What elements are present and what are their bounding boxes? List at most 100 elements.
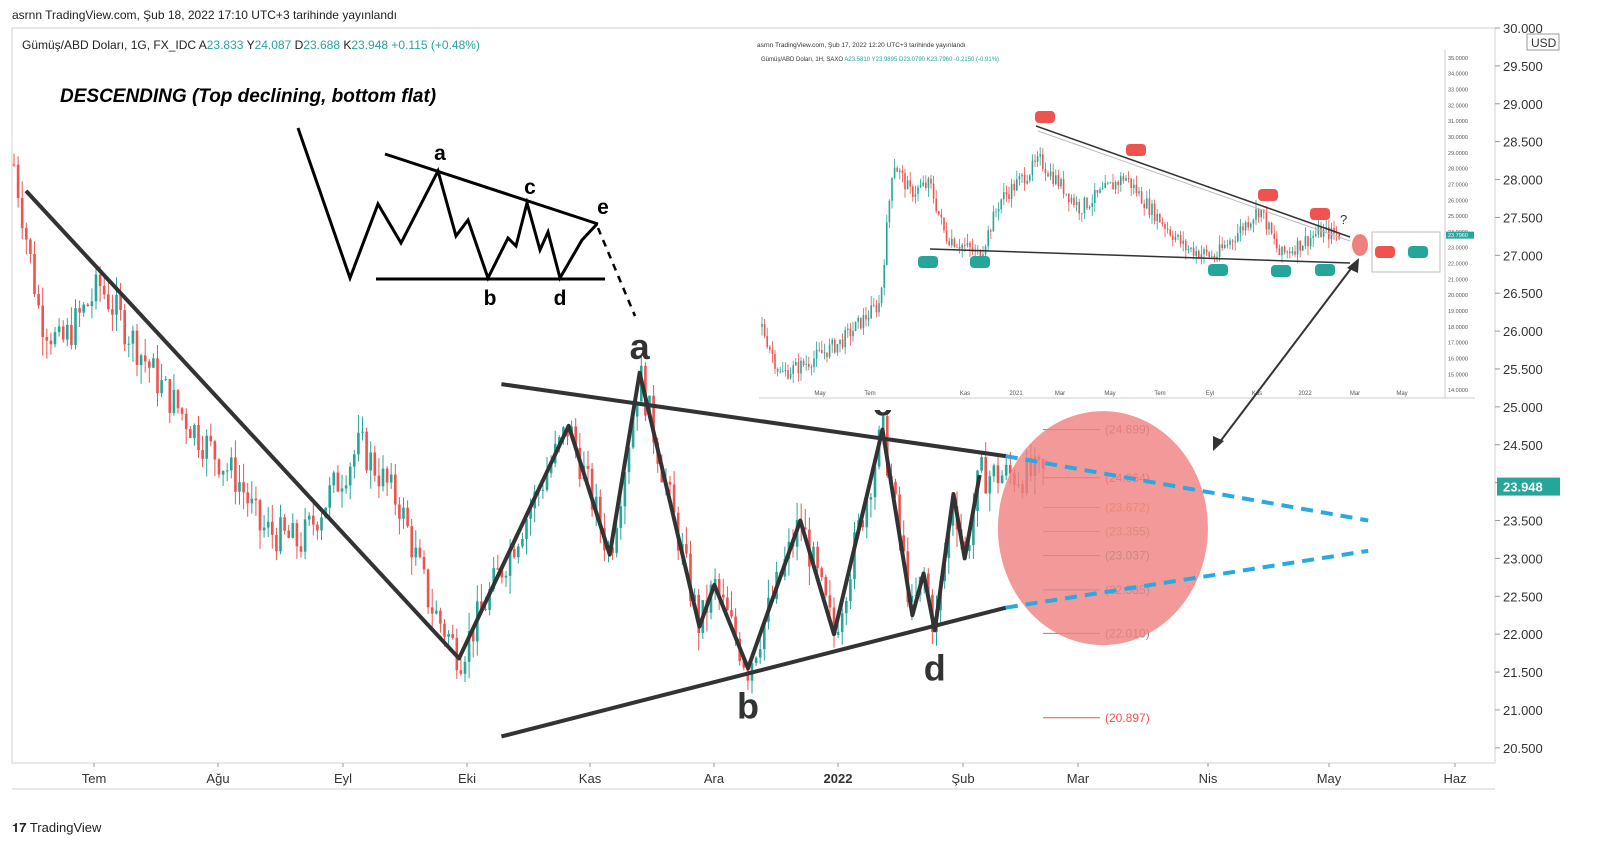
inset-candle-body: [1083, 197, 1086, 214]
inset-candle-body: [1224, 244, 1226, 248]
inset-candle-body: [891, 177, 893, 201]
inset-candle-body: [1315, 234, 1317, 237]
y-tick-label: 23.500: [1503, 514, 1543, 529]
candle-body: [385, 468, 389, 483]
candle-body: [53, 332, 57, 345]
candle-body: [107, 294, 110, 310]
candle-body: [754, 657, 758, 664]
inset-lower-line: [929, 248, 1351, 264]
inset-candle-body: [1299, 240, 1301, 251]
fib-level-label: (20.897): [1105, 711, 1150, 725]
inset-candle-body: [849, 328, 852, 337]
inset-candle-body: [862, 315, 865, 329]
descending-schematic: DESCENDING (Top declining, bottom flat) a…: [60, 86, 637, 317]
candle-body: [303, 519, 307, 552]
y-tick-label: 22.000: [1503, 627, 1543, 642]
candle-body: [246, 492, 249, 504]
inset-candle-body: [875, 305, 878, 313]
inset-candle-body: [995, 211, 997, 213]
chart-frame: [11, 27, 1496, 790]
inset-candle-body: [909, 180, 911, 187]
y-tick-label: 27.500: [1503, 210, 1543, 225]
inset-candle-body: [1099, 189, 1101, 193]
inset-candle-body: [1229, 240, 1231, 245]
inset-candle-body: [800, 360, 802, 374]
schematic-upper-line: [384, 152, 599, 226]
candle-body: [984, 457, 987, 494]
bull-icon: [1271, 265, 1291, 277]
inset-y-tick: 15.0000: [1448, 372, 1468, 378]
candle-body: [66, 324, 69, 340]
y-tick-label: 26.000: [1503, 324, 1543, 339]
candle-body: [517, 546, 520, 558]
inset-candle-body: [1055, 175, 1057, 184]
candle-body: [119, 294, 122, 311]
candle-body: [1004, 464, 1008, 476]
candle-body: [668, 481, 672, 485]
inset-y-tick: 28.0000: [1448, 167, 1468, 173]
inset-candle-body: [878, 303, 880, 313]
inset-candle-body: [1075, 201, 1078, 206]
inset-candle-body: [776, 368, 779, 372]
inset-upper-line: [1035, 125, 1351, 238]
candle-body: [824, 576, 828, 596]
candle-body: [488, 589, 491, 610]
candle-body: [951, 506, 955, 526]
inset-candle-body: [841, 339, 844, 348]
inset-symbol: Gümüş/ABD Doları, 1H, SAXO A23.5810 Y23.…: [761, 57, 999, 63]
published-info: asrnn TradingView.com, Şub 18, 2022 17:1…: [12, 8, 398, 22]
inset-candle-body: [1294, 251, 1296, 255]
candle-body: [447, 634, 450, 637]
y-tick-label: 30.000: [1503, 21, 1543, 36]
inset-candle-body: [857, 317, 859, 322]
inset-candle-body: [1016, 179, 1018, 191]
inset-candle-body: [1023, 174, 1026, 184]
arrow-head-upper: [1347, 258, 1359, 273]
candle-body: [307, 515, 311, 520]
inset-candle-body: [1133, 184, 1135, 189]
candle-body: [832, 607, 836, 635]
candle-body: [250, 498, 254, 504]
inset-candle-body: [815, 349, 818, 359]
candle-body: [12, 164, 16, 166]
inset-candle-body: [1122, 176, 1125, 181]
candle-body: [861, 520, 864, 528]
inset-y-tick: 19.0000: [1448, 309, 1468, 315]
candle-body: [562, 427, 565, 438]
inset-candle-body: [953, 238, 956, 247]
y-tick-label: 21.000: [1503, 703, 1543, 718]
inset-y-tick: 16.0000: [1448, 356, 1468, 362]
inset-candle-body: [1049, 171, 1052, 177]
inset-candle-body: [979, 250, 982, 262]
candle-body: [262, 527, 266, 531]
last-price-label: 23.948: [1503, 480, 1543, 495]
candle-body: [82, 304, 85, 313]
symbol-name: Gümüş/ABD Doları, 1G, FX_IDC: [22, 38, 197, 52]
candle-body: [299, 546, 303, 552]
inset-candle-body: [1036, 156, 1039, 162]
candle-body: [189, 429, 192, 439]
inset-candle-body: [1078, 201, 1080, 214]
inset-candle-body: [997, 209, 1000, 212]
candle-body: [353, 454, 356, 467]
candle-body: [734, 616, 737, 639]
candle-body: [78, 308, 81, 313]
inset-candle-body: [1018, 176, 1021, 180]
candle-body: [439, 610, 442, 624]
inset-candle-body: [1320, 225, 1322, 237]
candle-body: [508, 549, 512, 576]
inset-candle-body: [1091, 203, 1093, 207]
candle-body: [283, 517, 286, 531]
high-label: Y: [246, 38, 255, 52]
bear-icon: [1310, 208, 1330, 220]
inset-candle-body: [805, 363, 807, 365]
candle-body: [234, 457, 237, 492]
inset-candle-body: [1270, 222, 1273, 234]
candle-body: [927, 573, 930, 595]
inset-x-tick: May: [1396, 391, 1407, 397]
inset-candle-body: [813, 358, 815, 368]
candle-body: [574, 426, 577, 448]
y-tick-label: 22.500: [1503, 589, 1543, 604]
candle-body: [972, 510, 975, 546]
